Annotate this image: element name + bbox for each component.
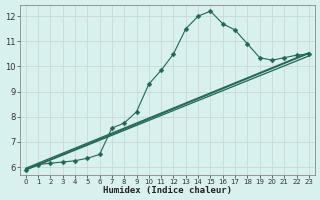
X-axis label: Humidex (Indice chaleur): Humidex (Indice chaleur) [103, 186, 232, 195]
